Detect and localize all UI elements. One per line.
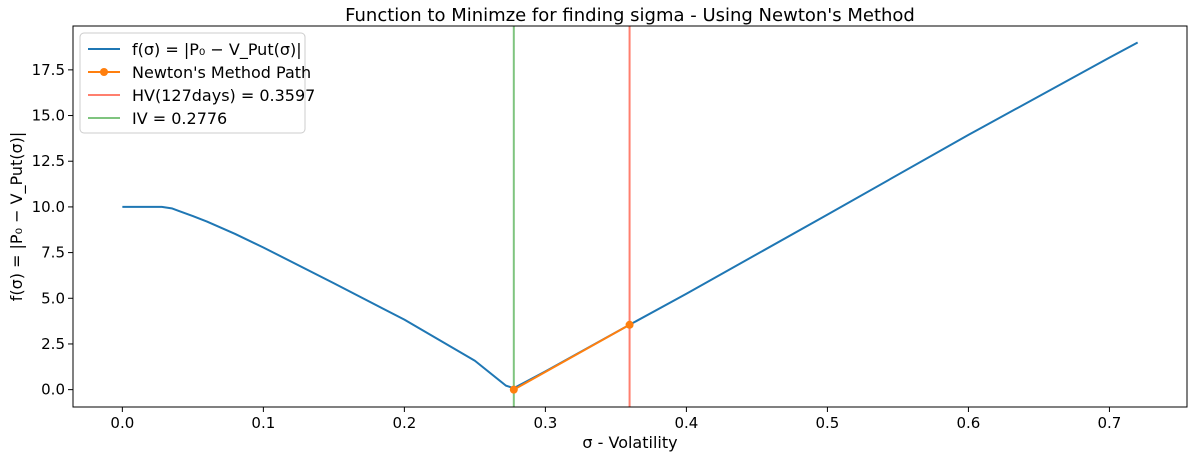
legend-marker <box>100 68 108 76</box>
legend-label: IV = 0.2776 <box>132 109 227 128</box>
y-tick-label: 5.0 <box>41 289 65 307</box>
function-curve <box>122 41 1139 390</box>
y-tick-label: 7.5 <box>41 244 65 262</box>
newton-path-point <box>625 320 634 329</box>
y-tick-label: 17.5 <box>32 61 65 79</box>
x-tick-label: 0.3 <box>533 414 557 432</box>
x-axis: 0.0 0.1 0.2 0.3 0.4 0.5 0.6 0.7 <box>110 407 1121 432</box>
newton-path-point <box>509 385 518 394</box>
legend-label: HV(127days) = 0.3597 <box>132 86 315 105</box>
legend: f(σ) = |P₀ − V_Put(σ)| Newton's Method Pa… <box>79 32 315 134</box>
y-axis: 0.0 2.5 5.0 7.5 10.0 12.5 15.0 17.5 <box>32 61 73 399</box>
y-tick-label: 2.5 <box>41 335 65 353</box>
newton-path-line <box>513 323 631 391</box>
x-tick-label: 0.6 <box>957 414 981 432</box>
y-tick-label: 0.0 <box>41 381 65 399</box>
y-tick-label: 10.0 <box>32 198 65 216</box>
plot-area <box>122 26 1139 407</box>
x-tick-label: 0.1 <box>251 414 275 432</box>
y-tick-label: 12.5 <box>32 152 65 170</box>
x-axis-label: σ - Volatility <box>582 433 677 452</box>
x-tick-label: 0.4 <box>674 414 698 432</box>
legend-label: f(σ) = |P₀ − V_Put(σ)| <box>132 40 302 60</box>
legend-label: Newton's Method Path <box>132 63 311 82</box>
plot-frame <box>72 25 1188 408</box>
y-axis-label: f(σ) = |P₀ − V_Put(σ)| <box>7 132 27 302</box>
x-tick-label: 0.0 <box>110 414 134 432</box>
chart-title: Function to Minimze for finding sigma - … <box>345 5 915 26</box>
x-tick-label: 0.2 <box>392 414 416 432</box>
x-tick-label: 0.5 <box>815 414 839 432</box>
y-tick-label: 15.0 <box>32 107 65 125</box>
legend-box <box>79 32 306 134</box>
x-tick-label: 0.7 <box>1098 414 1122 432</box>
